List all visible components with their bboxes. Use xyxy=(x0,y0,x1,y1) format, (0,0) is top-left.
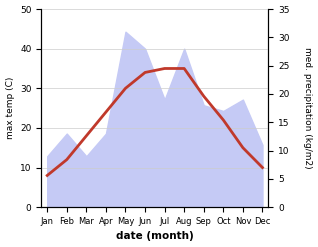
Y-axis label: med. precipitation (kg/m2): med. precipitation (kg/m2) xyxy=(303,47,313,169)
X-axis label: date (month): date (month) xyxy=(116,231,194,242)
Y-axis label: max temp (C): max temp (C) xyxy=(5,77,15,139)
